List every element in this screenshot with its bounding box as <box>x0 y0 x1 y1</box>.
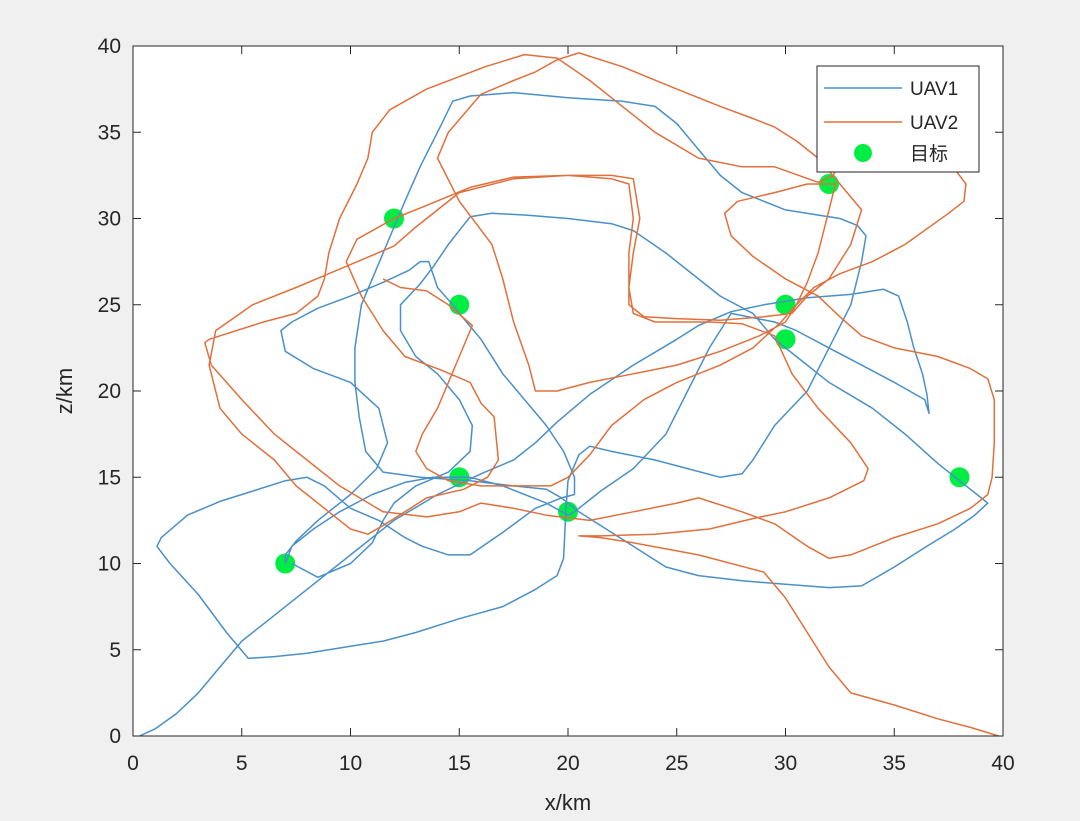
x-axis-label: x/km <box>545 790 591 815</box>
y-tick-label: 5 <box>109 639 121 662</box>
legend: UAV1 UAV2 目标 <box>816 65 980 173</box>
x-tick-label: 25 <box>665 752 688 775</box>
series-layer <box>139 52 999 737</box>
series-line-uav1 <box>139 91 989 737</box>
y-tick-label: 35 <box>98 121 121 144</box>
y-tick-label: 20 <box>98 380 121 403</box>
x-tick-label: 35 <box>883 752 906 775</box>
x-tick-label: 30 <box>774 752 797 775</box>
targets-layer <box>275 174 970 574</box>
target-point <box>949 467 970 488</box>
y-tick-label: 25 <box>98 294 121 317</box>
y-tick-label: 30 <box>98 208 121 231</box>
x-tick-label: 40 <box>991 752 1014 775</box>
legend-label-target: 目标 <box>910 143 948 165</box>
legend-swatch-target <box>854 144 872 162</box>
x-tick-label: 0 <box>127 752 139 775</box>
legend-box <box>816 65 980 173</box>
x-tick-label: 15 <box>448 752 471 775</box>
y-tick-label: 0 <box>109 725 121 748</box>
y-tick-label: 15 <box>98 466 121 489</box>
series-line-uav2 <box>204 52 999 737</box>
y-tick-label: 10 <box>98 553 121 576</box>
x-tick-label: 20 <box>556 752 579 775</box>
x-tick-label: 10 <box>339 752 362 775</box>
x-tick-label: 5 <box>236 752 248 775</box>
axes-layer: 0 5 10 15 20 25 30 35 40 0 5 10 15 20 25 30 35 40 <box>98 35 1015 775</box>
y-tick-label: 40 <box>98 35 121 58</box>
y-axis-label: z/km <box>52 368 77 414</box>
legend-label-uav1: UAV1 <box>910 79 958 100</box>
legend-label-uav2: UAV2 <box>910 113 958 134</box>
target-point <box>775 329 796 350</box>
